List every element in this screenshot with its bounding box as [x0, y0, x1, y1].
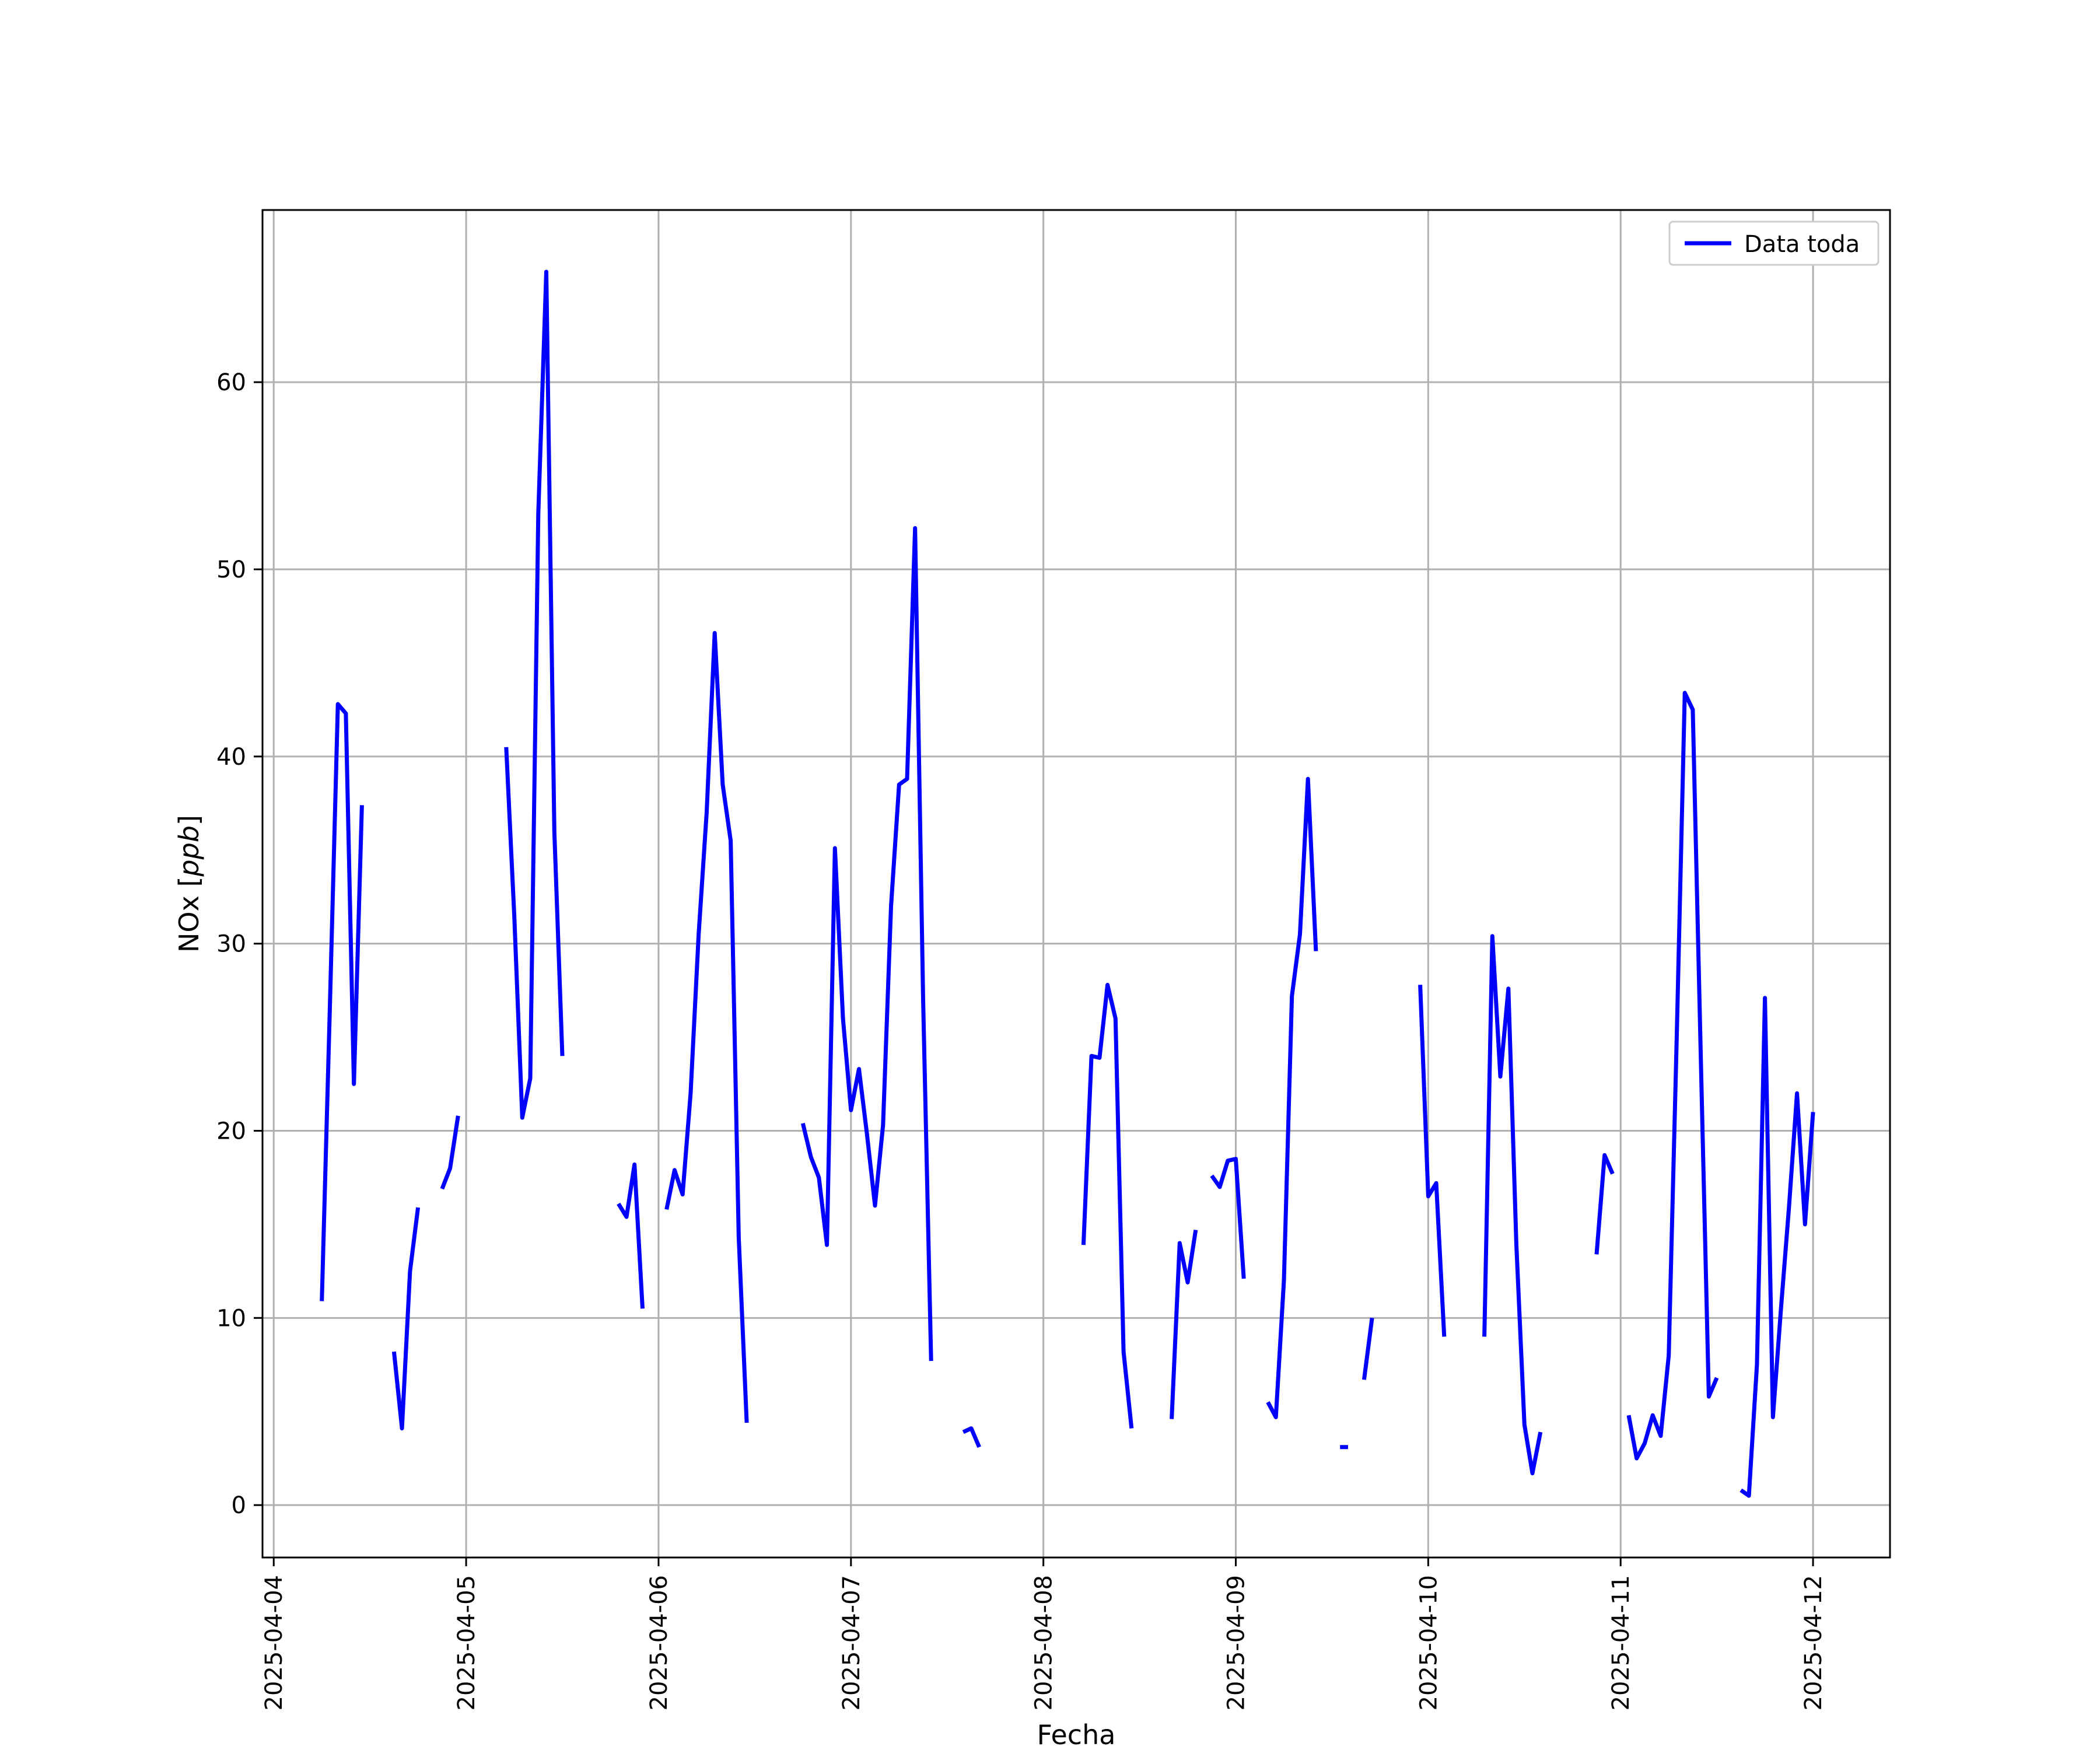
series-line-segment — [664, 631, 749, 1423]
series-line-segment — [1266, 776, 1318, 1419]
series-line-segment — [1081, 982, 1134, 1429]
y-axis-label-main: NOx — [173, 895, 205, 953]
x-tick-label: 2025-04-11 — [1608, 1575, 1634, 1710]
y-axis-label-unit: ppb — [173, 825, 205, 877]
y-tick-label: 0 — [232, 1492, 246, 1519]
x-tick-label: 2025-04-08 — [1031, 1575, 1058, 1710]
series-line-segment — [504, 270, 565, 1120]
series-line-segment — [617, 1162, 645, 1309]
legend-label: Data toda — [1744, 231, 1860, 258]
series-line-segment — [1362, 1317, 1374, 1380]
legend-box — [1668, 220, 1880, 266]
series-line-segment — [1170, 1229, 1198, 1419]
x-tick-label: 2025-04-04 — [261, 1575, 288, 1710]
series-line-segment — [1740, 996, 1815, 1498]
grid — [262, 210, 1890, 1558]
x-tick-label: 2025-04-10 — [1415, 1575, 1442, 1710]
plot-background — [262, 210, 1890, 1558]
y-tick-label: 30 — [216, 931, 246, 958]
y-tick-label: 50 — [216, 556, 246, 583]
plot-frame — [261, 209, 1891, 1559]
y-axis: 0 10 20 30 40 50 60 — [216, 369, 262, 1519]
x-tick-label: 2025-04-06 — [646, 1575, 673, 1710]
series-line-segment — [1210, 1157, 1246, 1279]
series-line-segment — [320, 702, 364, 1301]
series-line-segment — [440, 1115, 460, 1190]
series-line-segment — [1418, 985, 1447, 1337]
legend: Data toda — [1668, 220, 1880, 266]
y-axis-label: NOx [ppb] — [173, 815, 205, 953]
x-axis: 2025-04-04 2025-04-05 2025-04-06 2025-04-07… — [261, 1558, 1827, 1710]
x-axis-label: Fecha — [1037, 1719, 1116, 1750]
series-line-segment — [1482, 934, 1543, 1476]
y-tick-label: 40 — [216, 744, 246, 771]
series-line-segment — [1594, 1153, 1615, 1255]
x-tick-label: 2025-04-05 — [453, 1575, 480, 1710]
x-tick-label: 2025-04-07 — [838, 1575, 865, 1710]
series-line-segment — [800, 526, 933, 1362]
series-line-segment — [391, 1207, 421, 1431]
series-line-segment — [1626, 691, 1719, 1461]
y-tick-label: 20 — [216, 1118, 246, 1145]
x-tick-label: 2025-04-09 — [1223, 1575, 1250, 1710]
x-tick-label: 2025-04-12 — [1800, 1575, 1827, 1710]
series-line-segment — [962, 1426, 981, 1448]
plot-area — [261, 209, 1891, 1559]
series-layer — [320, 270, 1815, 1498]
y-tick-label: 60 — [216, 369, 246, 396]
y-tick-label: 10 — [216, 1305, 246, 1332]
